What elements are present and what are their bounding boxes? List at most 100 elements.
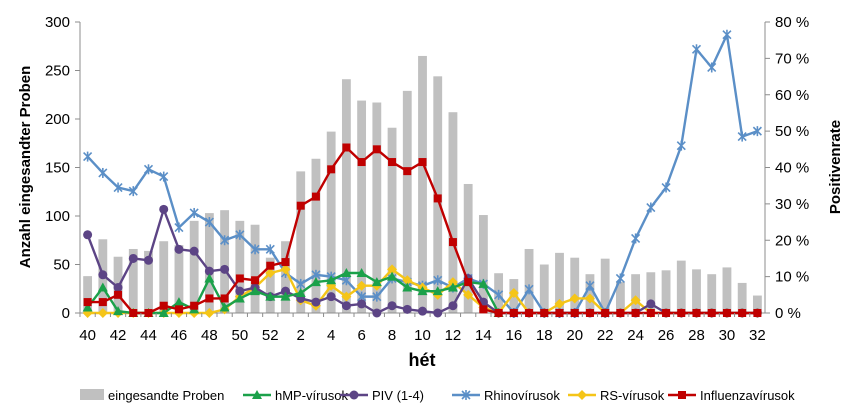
- legend-marker: [678, 391, 686, 399]
- point-rhino-week-2: [296, 278, 306, 289]
- point-hmp-week-40: [82, 302, 93, 312]
- point-piv-week-8: [387, 301, 397, 311]
- point-rhino-week-52: [265, 244, 275, 255]
- x-tick-label: 44: [140, 327, 157, 344]
- point-rs-week-13: [463, 289, 474, 300]
- point-influenza-week-47: [190, 301, 199, 310]
- x-tick-label: 26: [658, 327, 675, 344]
- bar-samples-week-26: [661, 270, 671, 313]
- bar-samples-week-3: [311, 158, 321, 313]
- bar-samples-week-9: [402, 90, 412, 314]
- point-influenza-week-46: [174, 305, 183, 314]
- point-rhino-week-25: [646, 202, 656, 213]
- point-hmp-week-42: [113, 306, 124, 316]
- point-rs-week-24: [630, 295, 641, 306]
- y2-axis-title: Positivenrate: [827, 120, 844, 214]
- point-rhino-week-41: [98, 167, 108, 178]
- point-influenza-week-8: [388, 158, 397, 167]
- bar-samples-week-22: [600, 258, 610, 313]
- point-influenza-week-24: [631, 309, 640, 317]
- point-rhino-week-28: [691, 44, 702, 55]
- point-influenza-week-31: [738, 309, 747, 317]
- point-rhino-week-30: [722, 29, 732, 40]
- x-tick-label: 28: [688, 327, 705, 344]
- point-rhino-week-7: [372, 291, 382, 302]
- y2-tick-label: 0 %: [775, 305, 801, 322]
- point-piv-week-50: [235, 286, 245, 296]
- point-influenza-week-4: [327, 165, 336, 174]
- point-influenza-week-50: [235, 274, 244, 283]
- legend-label: Rhinovírusok: [484, 388, 560, 403]
- point-rhino-week-47: [189, 207, 199, 218]
- x-tick-label: 20: [566, 327, 583, 344]
- point-influenza-week-1: [281, 258, 290, 267]
- point-influenza-week-22: [601, 309, 610, 317]
- point-rs-week-9: [402, 275, 413, 286]
- point-influenza-week-27: [677, 309, 686, 317]
- bar-samples-week-18: [539, 264, 549, 313]
- point-rs-week-41: [97, 308, 108, 318]
- point-influenza-week-6: [357, 158, 366, 167]
- point-influenza-week-32: [753, 309, 762, 317]
- point-influenza-week-30: [722, 309, 731, 317]
- point-influenza-week-3: [311, 192, 320, 201]
- point-influenza-week-15: [494, 309, 503, 317]
- point-rhino-week-29: [707, 62, 717, 73]
- point-influenza-week-10: [418, 158, 427, 167]
- point-hmp-week-7: [371, 277, 382, 287]
- bar-samples-week-32: [752, 295, 762, 313]
- point-rs-week-20: [569, 293, 580, 304]
- point-rhino-week-42: [113, 182, 123, 193]
- legend-item-influenza: Influenzavírusok: [668, 388, 795, 403]
- point-piv-week-45: [159, 204, 169, 214]
- point-rs-week-52: [265, 267, 276, 278]
- point-rs-week-1: [280, 264, 291, 275]
- point-hmp-week-8: [387, 271, 398, 281]
- point-hmp-week-45: [158, 308, 169, 317]
- legend-item-rs: RS-vírusok: [568, 388, 665, 403]
- x-tick-label: 16: [505, 327, 522, 344]
- x-tick-label: 30: [719, 327, 736, 344]
- bar-samples-week-4: [326, 131, 336, 313]
- point-rs-week-8: [387, 264, 398, 275]
- point-hmp-week-48: [204, 273, 215, 283]
- bar-samples-week-10: [418, 55, 427, 313]
- point-influenza-week-2: [296, 201, 305, 210]
- y2-tick-label: 30 %: [775, 196, 809, 213]
- point-piv-week-11: [433, 308, 443, 318]
- point-rhino-week-11: [433, 275, 443, 286]
- point-rhino-week-27: [676, 140, 686, 151]
- y2-tick-label: 10 %: [775, 269, 809, 286]
- point-rhino-week-40: [83, 151, 93, 162]
- bar-samples-week-7: [372, 102, 382, 313]
- y2-tick-label: 40 %: [775, 160, 809, 177]
- x-tick-label: 22: [597, 327, 614, 344]
- point-hmp-week-50: [234, 293, 245, 303]
- point-hmp-week-14: [478, 278, 489, 288]
- y-tick-label: 300: [45, 14, 70, 31]
- point-influenza-week-49: [220, 294, 229, 303]
- point-influenza-week-52: [266, 261, 275, 270]
- point-influenza-week-18: [540, 309, 549, 317]
- point-piv-week-7: [372, 308, 382, 318]
- point-influenza-week-44: [144, 309, 153, 317]
- bar-samples-week-29: [707, 274, 717, 313]
- point-rhino-week-48: [204, 217, 214, 228]
- point-influenza-week-17: [525, 309, 534, 317]
- point-influenza-week-41: [98, 298, 107, 307]
- point-piv-week-44: [144, 255, 153, 265]
- x-tick-label: 32: [749, 327, 766, 344]
- point-influenza-week-20: [570, 309, 579, 317]
- x-tick-label: 50: [231, 327, 248, 344]
- point-hmp-week-1: [280, 291, 291, 301]
- point-influenza-week-42: [114, 290, 123, 299]
- bar-samples-week-12: [448, 112, 458, 314]
- point-piv-week-6: [357, 299, 367, 309]
- point-piv-week-9: [402, 304, 412, 314]
- point-piv-week-3: [311, 297, 321, 307]
- y2-tick-label: 20 %: [775, 232, 809, 249]
- point-rhino-week-50: [235, 229, 245, 240]
- point-piv-week-4: [326, 292, 336, 302]
